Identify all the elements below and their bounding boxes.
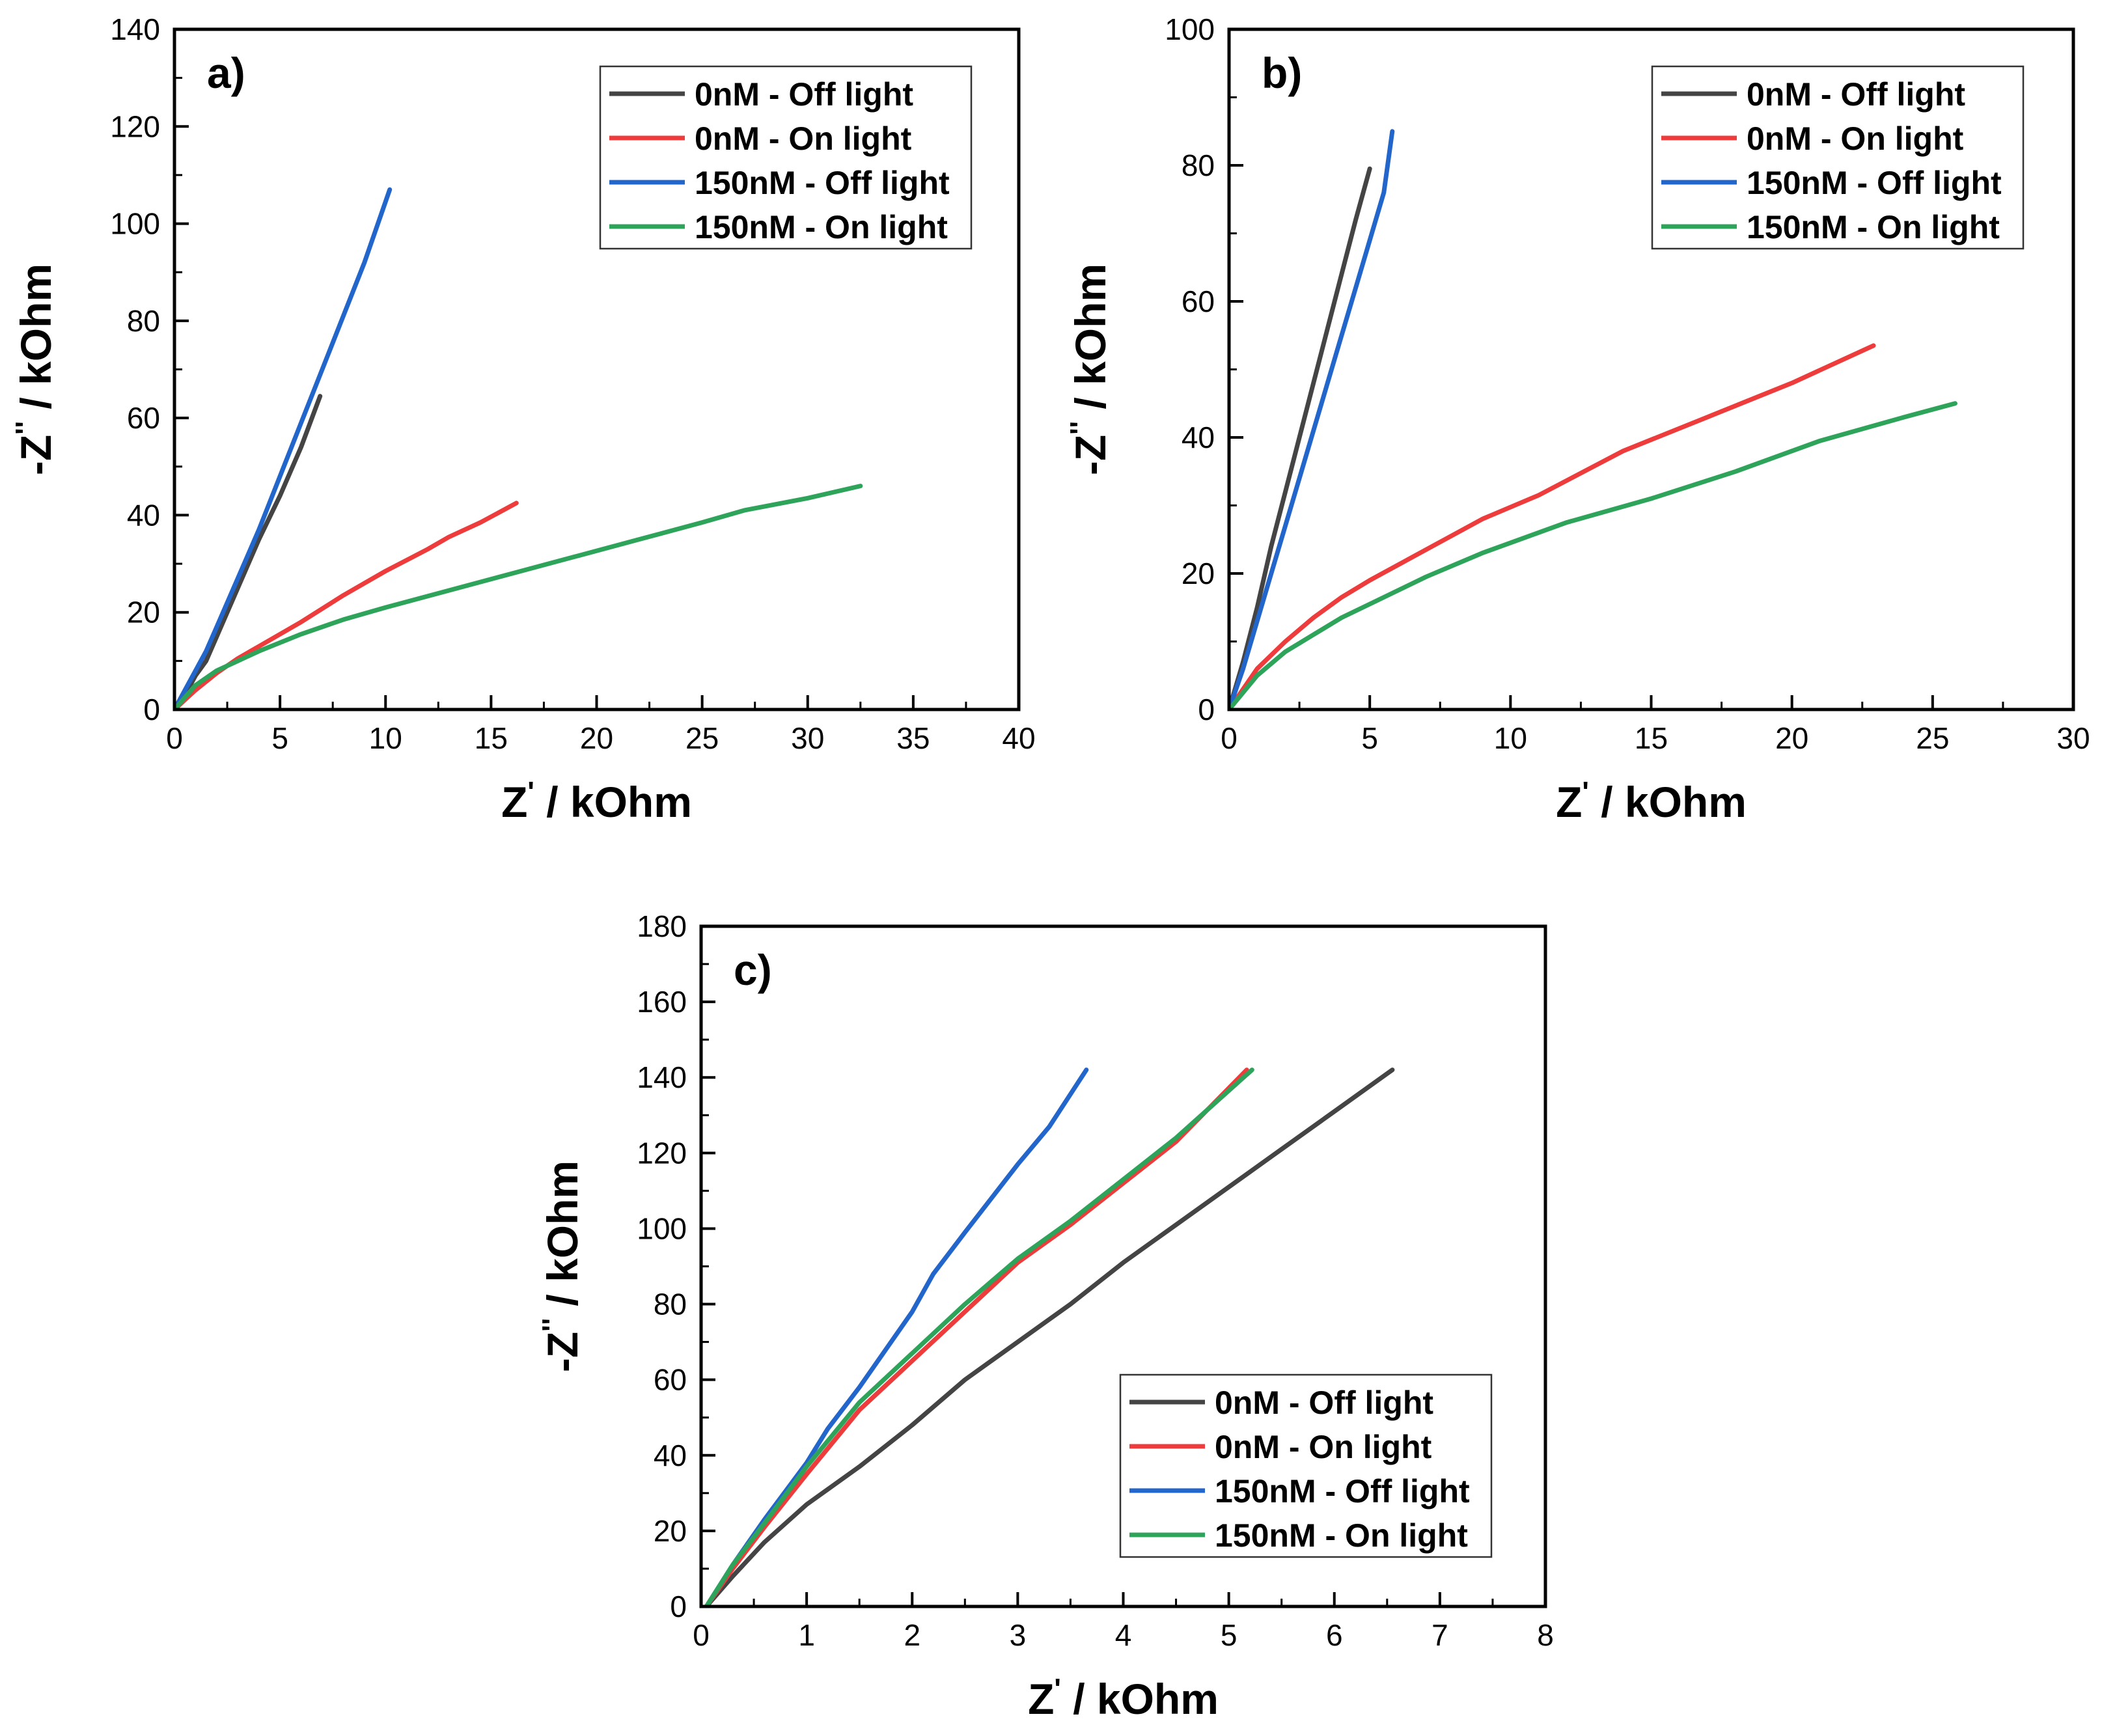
x-tick-label-c-3: 3 (1010, 1618, 1027, 1652)
legend-a: 0nM - Off light 0nM - On light 150nM - Off… (599, 65, 973, 250)
x-tick-label-a-5: 25 (685, 721, 719, 755)
series-line-c-0 (704, 1068, 1395, 1606)
y-tick-label-b-4: 80 (1182, 148, 1215, 182)
y-tick-label-a-2: 40 (127, 498, 160, 532)
y-tick-label-c-0: 0 (670, 1590, 687, 1623)
series-line-b-1 (1229, 343, 1876, 710)
chart-panel-a: 0 5 10 15 20 25 30 35 40 0 20 40 60 80 100 120 140 Z' / k… (10, 12, 1036, 826)
y-tick-label-a-3: 60 (127, 401, 160, 435)
legend-label-b-0: 0nM - Off light (1747, 76, 1965, 113)
x-tick-label-b-5: 25 (1916, 721, 1949, 755)
legend-box-a (599, 65, 973, 250)
panel-label-c: c) (734, 946, 772, 994)
chart-panel-b: 0 5 10 15 20 25 30 0 20 40 60 80 100 Z' / kOhm -Z'' / … (1064, 12, 2090, 826)
x-tick-label-c-8: 8 (1537, 1618, 1554, 1652)
y-tick-label-c-7: 140 (637, 1060, 687, 1094)
y-tick-label-c-9: 180 (637, 909, 687, 943)
y-tick-label-b-2: 40 (1182, 420, 1215, 454)
legend-b: 0nM - Off light 0nM - On light 150nM - Off… (1651, 65, 2025, 250)
x-tick-label-a-7: 35 (896, 721, 930, 755)
series-line-a-1 (174, 501, 519, 710)
x-tick-label-c-5: 5 (1221, 1618, 1238, 1652)
y-tick-label-a-7: 140 (110, 12, 160, 46)
series-line-c-1 (704, 1068, 1249, 1606)
x-tick-label-a-6: 30 (791, 721, 824, 755)
y-tick-label-a-4: 80 (127, 304, 160, 338)
y-tick-label-b-5: 100 (1165, 12, 1215, 46)
x-tick-label-b-3: 15 (1635, 721, 1668, 755)
legend-box-c (1119, 1373, 1493, 1558)
series-line-b-3 (1229, 401, 1957, 710)
x-tick-label-c-1: 1 (798, 1618, 815, 1652)
legend-label-a-0: 0nM - Off light (695, 76, 913, 113)
legend-label-b-3: 150nM - On light (1747, 209, 2000, 245)
y-tick-label-c-8: 160 (637, 985, 687, 1019)
y-axis-title-c: -Z'' / kOhm (536, 1161, 587, 1372)
legend-label-b-2: 150nM - Off light (1747, 165, 2002, 201)
series-line-a-0 (174, 394, 323, 710)
legend-label-c-2: 150nM - Off light (1215, 1473, 1470, 1509)
x-tick-label-b-1: 5 (1361, 721, 1378, 755)
y-axis-title-b: -Z'' / kOhm (1064, 264, 1115, 475)
x-axis-title-a: Z' / kOhm (501, 776, 692, 827)
x-tick-label-b-4: 20 (1775, 721, 1808, 755)
y-tick-label-b-1: 20 (1182, 557, 1215, 590)
series-line-b-2 (1229, 129, 1395, 710)
x-tick-label-a-4: 20 (580, 721, 613, 755)
legend-label-c-3: 150nM - On light (1215, 1517, 1468, 1554)
x-tick-label-b-2: 10 (1494, 721, 1527, 755)
y-tick-label-c-5: 100 (637, 1211, 687, 1245)
x-tick-label-b-6: 30 (2056, 721, 2090, 755)
y-tick-label-a-0: 0 (143, 693, 160, 726)
legend-box-b (1651, 65, 2025, 250)
panel-label-a: a) (207, 49, 245, 97)
y-tick-label-c-1: 20 (654, 1514, 687, 1548)
series-line-a-3 (174, 484, 863, 710)
y-tick-label-c-6: 120 (637, 1136, 687, 1170)
series-line-b-0 (1229, 166, 1372, 710)
x-tick-label-c-2: 2 (904, 1618, 920, 1652)
y-tick-label-c-4: 80 (654, 1288, 687, 1321)
x-axis-title-b: Z' / kOhm (1556, 776, 1747, 827)
x-tick-label-a-8: 40 (1002, 721, 1035, 755)
y-axis-title-a: -Z'' / kOhm (10, 264, 61, 475)
x-tick-label-a-2: 10 (369, 721, 402, 755)
legend-label-c-1: 0nM - On light (1215, 1429, 1432, 1465)
x-tick-label-a-1: 5 (271, 721, 288, 755)
x-tick-label-a-0: 0 (166, 721, 183, 755)
legend-label-a-2: 150nM - Off light (695, 165, 950, 201)
y-tick-label-a-1: 20 (127, 596, 160, 629)
x-tick-label-c-7: 7 (1431, 1618, 1448, 1652)
series-line-a-2 (174, 187, 393, 710)
x-tick-label-a-3: 15 (475, 721, 508, 755)
x-axis-title-c: Z' / kOhm (1028, 1673, 1219, 1724)
y-tick-label-c-2: 40 (654, 1439, 687, 1472)
legend-label-c-0: 0nM - Off light (1215, 1385, 1433, 1421)
legend-label-b-1: 0nM - On light (1747, 120, 1964, 157)
y-tick-label-a-5: 100 (110, 207, 160, 241)
series-line-c-3 (704, 1068, 1254, 1606)
y-tick-label-a-6: 120 (110, 109, 160, 143)
panel-label-b: b) (1262, 49, 1302, 97)
x-tick-label-c-0: 0 (693, 1618, 710, 1652)
y-tick-label-c-3: 60 (654, 1363, 687, 1397)
x-tick-label-c-4: 4 (1115, 1618, 1132, 1652)
x-tick-label-b-0: 0 (1221, 721, 1238, 755)
x-tick-label-c-6: 6 (1326, 1618, 1343, 1652)
legend-label-a-1: 0nM - On light (695, 120, 912, 157)
y-tick-label-b-3: 60 (1182, 284, 1215, 318)
legend-c: 0nM - Off light 0nM - On light 150nM - Off… (1119, 1373, 1493, 1558)
legend-label-a-3: 150nM - On light (695, 209, 948, 245)
y-tick-label-b-0: 0 (1198, 693, 1215, 726)
